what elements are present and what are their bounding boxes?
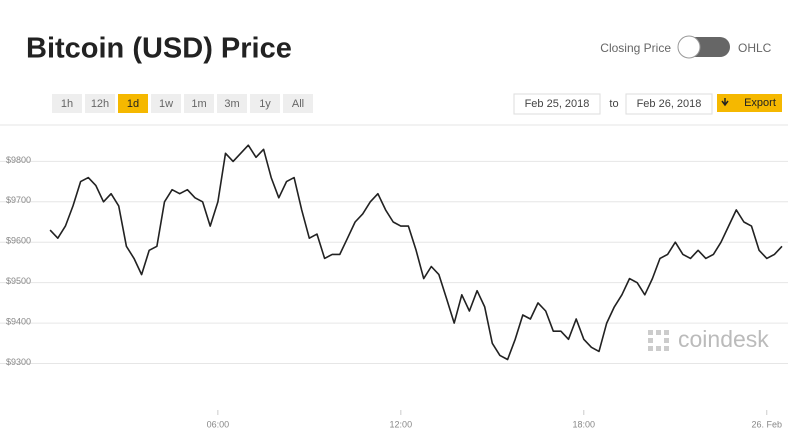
watermark-logo (648, 330, 669, 351)
y-tick-label: $9600 (6, 236, 31, 246)
date-separator: to (609, 98, 618, 110)
toggle-knob[interactable] (677, 35, 701, 59)
toggle-right-label: OHLC (738, 41, 772, 55)
x-tick-label: 26. Feb (751, 419, 782, 429)
y-tick-label: $9800 (6, 155, 31, 165)
range-button[interactable] (151, 94, 181, 113)
range-button-label: All (292, 98, 304, 110)
range-button[interactable] (85, 94, 115, 113)
range-button-label: 1d (127, 98, 139, 110)
range-button-label: 3m (224, 98, 239, 110)
export-icon (721, 98, 729, 107)
range-button-label: 12h (91, 98, 109, 110)
y-tick-label: $9700 (6, 195, 31, 205)
watermark-text: coindesk (678, 326, 769, 352)
toggle-left-label: Closing Price (600, 41, 671, 55)
export-label: Export (744, 97, 776, 109)
x-tick-label: 12:00 (390, 419, 413, 429)
export-button[interactable] (717, 94, 782, 112)
range-button[interactable] (217, 94, 247, 113)
price-line (49, 144, 783, 361)
date-to-box[interactable] (625, 93, 713, 115)
watermark: coindesk (648, 326, 769, 352)
range-button[interactable] (283, 94, 313, 113)
range-button-label: 1h (61, 98, 73, 110)
date-from-box[interactable] (513, 93, 601, 115)
range-button[interactable] (184, 94, 214, 113)
page-title: Bitcoin (USD) Price (26, 33, 292, 65)
range-button[interactable] (52, 94, 82, 113)
x-tick-label: 18:00 (573, 419, 596, 429)
range-button-label: 1m (191, 98, 206, 110)
y-tick-label: $9500 (6, 276, 31, 286)
range-button-label: 1y (259, 98, 271, 110)
y-tick-label: $9400 (6, 316, 31, 326)
date-to: Feb 26, 2018 (637, 98, 702, 110)
date-from: Feb 25, 2018 (525, 98, 590, 110)
range-button[interactable] (118, 94, 148, 113)
range-button-label: 1w (159, 98, 173, 110)
x-tick-label: 06:00 (207, 419, 230, 429)
y-tick-label: $9300 (6, 357, 31, 367)
range-button[interactable] (250, 94, 280, 113)
